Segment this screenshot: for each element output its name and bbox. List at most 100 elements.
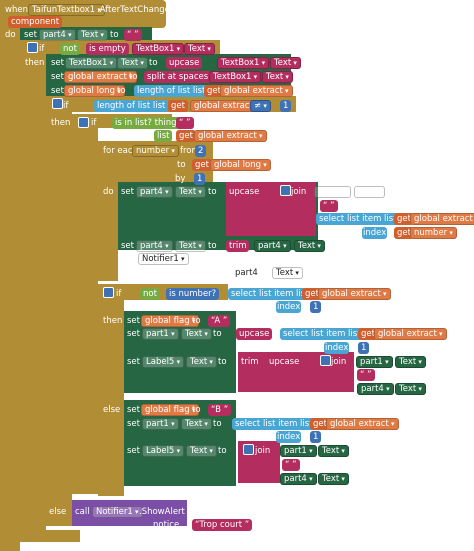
block-label[interactable]: Text: [181, 328, 212, 340]
block-label[interactable]: part4: [136, 186, 173, 198]
block-label: 2: [195, 145, 207, 157]
block-label: 1: [358, 342, 370, 354]
block-label: select list item list: [232, 418, 316, 430]
block-label: Trop court: [192, 519, 253, 531]
block-label[interactable]: ≠: [250, 100, 271, 112]
block-label: to: [213, 419, 222, 429]
block-label[interactable]: TextBox1: [217, 57, 270, 69]
mutator-icon[interactable]: [52, 98, 63, 109]
block-label: get: [168, 100, 188, 112]
if-foot: [20, 530, 80, 542]
block-label[interactable]: Notifier1: [138, 253, 189, 265]
block-label[interactable]: Text: [117, 57, 148, 69]
block-label: then: [51, 118, 71, 128]
block-label: upcase: [269, 357, 300, 367]
block-label[interactable]: global long: [210, 159, 271, 171]
block-label: is number?: [166, 288, 220, 300]
block-label: for each: [103, 146, 138, 156]
if-rail: [98, 284, 124, 496]
block-label: select list item list: [316, 213, 400, 225]
block-label[interactable]: part1: [142, 418, 179, 430]
block-label: not: [140, 288, 160, 300]
block-label[interactable]: number: [132, 145, 179, 157]
block-label: index: [362, 227, 388, 239]
block-label[interactable]: Text: [294, 240, 325, 252]
block-label[interactable]: global extract: [410, 213, 474, 225]
block-label[interactable]: Text: [186, 445, 217, 457]
block-label: set: [121, 241, 134, 251]
block-label[interactable]: global extract: [326, 418, 399, 430]
block-label: set: [24, 30, 37, 40]
block-label: select list item list: [228, 288, 312, 300]
block-label[interactable]: global extract: [64, 71, 137, 83]
block-label: get: [394, 227, 414, 239]
block-label[interactable]: Text: [184, 43, 215, 55]
block-label: length of list list: [94, 100, 169, 112]
block-label: [320, 200, 338, 212]
block-label: .ShowAlert: [139, 507, 185, 517]
block-label: to: [218, 357, 227, 367]
block-label[interactable]: part1: [142, 328, 179, 340]
block-label[interactable]: global extract: [374, 328, 447, 340]
block-label: set: [121, 187, 134, 197]
block-label[interactable]: Text: [395, 383, 426, 395]
block-label: list: [154, 130, 173, 142]
block-label: to: [213, 329, 222, 339]
mutator-icon[interactable]: [27, 42, 38, 53]
block-label[interactable]: Text: [181, 418, 212, 430]
mutator-icon[interactable]: [280, 185, 291, 196]
block-label[interactable]: Label5: [142, 445, 185, 457]
block-label: 1: [280, 100, 292, 112]
block-label: split at spaces: [144, 71, 212, 83]
block-label[interactable]: number: [410, 227, 457, 239]
block-label: .AfterTextChanged: [97, 5, 176, 15]
block-label: index: [324, 342, 350, 354]
mutator-icon[interactable]: [103, 287, 114, 298]
block-label[interactable]: Notifier1: [92, 506, 143, 518]
mutator-icon[interactable]: [243, 444, 254, 455]
block-label: to: [192, 405, 201, 415]
block-label[interactable]: TextBox1: [132, 43, 185, 55]
block-label[interactable]: Text: [262, 71, 293, 83]
block-label[interactable]: part4: [254, 240, 291, 252]
block-label[interactable]: Text: [318, 445, 349, 457]
block-label[interactable]: Text: [77, 29, 108, 41]
trim-block: [238, 352, 268, 392]
block-label[interactable]: Text: [318, 473, 349, 485]
block-label[interactable]: Text: [395, 356, 426, 368]
block-label[interactable]: Text: [175, 240, 206, 252]
block-label[interactable]: global flag: [141, 404, 200, 416]
block-label[interactable]: global extract: [194, 130, 267, 142]
block-label[interactable]: part4: [357, 383, 394, 395]
mutator-icon[interactable]: [78, 117, 89, 128]
block-label[interactable]: global extract: [318, 288, 391, 300]
block-label: then: [103, 316, 123, 326]
block-label: is in list? thing: [112, 117, 180, 129]
block-label[interactable]: part1: [280, 445, 317, 457]
block-label[interactable]: TextBox1: [209, 71, 262, 83]
block-label[interactable]: part4: [39, 29, 76, 41]
block-label: else: [49, 507, 67, 517]
block-label[interactable]: part4: [280, 473, 317, 485]
block-label[interactable]: Text: [186, 356, 217, 368]
block-label: get: [358, 328, 378, 340]
block-label[interactable]: TextBox1: [65, 57, 118, 69]
block-label: get: [192, 159, 212, 171]
block-label: to: [177, 160, 186, 170]
mutator-icon[interactable]: [320, 355, 331, 366]
block-label[interactable]: part1: [356, 356, 393, 368]
block-label[interactable]: Text: [175, 186, 206, 198]
block-label[interactable]: TaifunTextbox1: [28, 4, 105, 16]
block-label[interactable]: part4: [136, 240, 173, 252]
block-label[interactable]: global flag: [141, 315, 200, 327]
block-label[interactable]: global extract: [220, 85, 293, 97]
block-label[interactable]: Text: [354, 186, 385, 198]
block-label[interactable]: global long: [64, 85, 125, 97]
block-label: set: [51, 72, 64, 82]
block-label[interactable]: Text: [272, 267, 303, 279]
block-label[interactable]: Label5: [142, 356, 185, 368]
block-label[interactable]: part4: [314, 186, 351, 198]
block-label: to: [192, 316, 201, 326]
block-label[interactable]: Text: [270, 57, 301, 69]
block-label: [282, 459, 300, 471]
